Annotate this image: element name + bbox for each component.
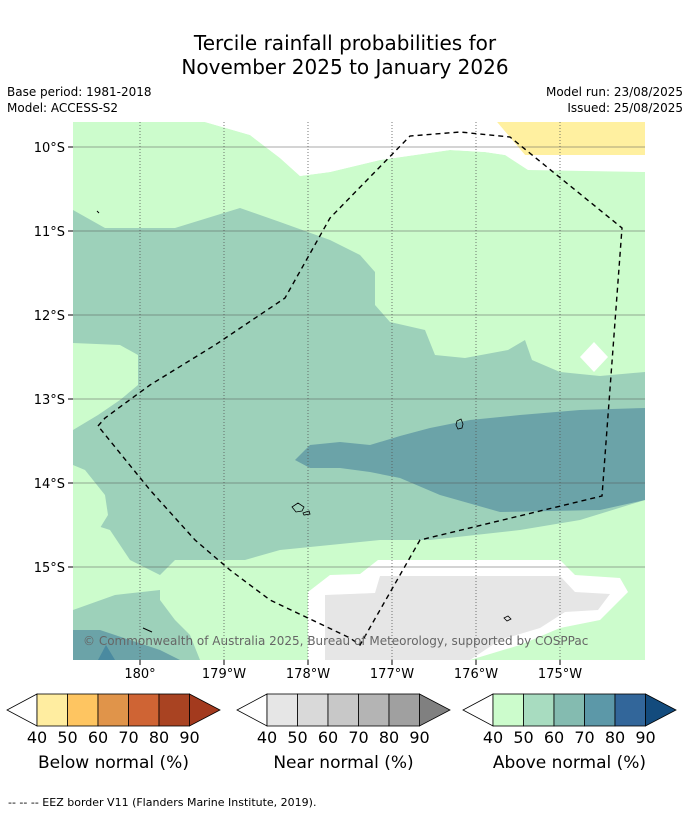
above-normal-60-region <box>295 408 645 512</box>
near-normal-40-region <box>325 576 610 660</box>
above-normal-70-southwest-region <box>98 645 115 660</box>
lon-label: 179°W <box>202 667 246 682</box>
white-top-patch <box>205 122 525 176</box>
model-name-text: Model: ACCESS-S2 <box>7 101 119 115</box>
colorbar-above-title: Above normal (%) <box>492 753 647 773</box>
island-east <box>455 418 464 430</box>
lat-label: 10°S <box>34 141 65 156</box>
cb-tick: 40 <box>483 728 503 747</box>
lon-label: 177°W <box>370 667 414 682</box>
colorbar-below <box>6 693 221 727</box>
cb-tick: 50 <box>513 728 533 747</box>
lon-labels: 180° 179°W 178°W 177°W 176°W 175°W <box>124 667 582 682</box>
eez-border <box>97 131 623 647</box>
colorbar-below-title: Below normal (%) <box>38 753 189 773</box>
cb-tick: 50 <box>287 728 307 747</box>
cb-tick: 80 <box>379 728 399 747</box>
lon-label: 178°W <box>286 667 330 682</box>
cb-tick: 50 <box>57 728 77 747</box>
lon-label: 175°W <box>538 667 582 682</box>
map-title-line2: November 2025 to January 2026 <box>181 55 509 79</box>
model-run-text: Model run: 23/08/2025 <box>545 85 683 99</box>
colorbar-near <box>236 693 451 727</box>
cb-tick: 70 <box>348 728 368 747</box>
issued-date-text: Issued: 25/08/2025 <box>567 101 683 115</box>
cb-tick: 90 <box>179 728 199 747</box>
cb-tick: 80 <box>149 728 169 747</box>
lat-gridlines <box>73 146 645 568</box>
map-title-line1: Tercile rainfall probabilities for <box>193 31 497 55</box>
cb-tick: 60 <box>88 728 108 747</box>
lat-label: 14°S <box>34 477 65 492</box>
lat-label: 13°S <box>34 393 65 408</box>
colorbar-above <box>462 693 677 727</box>
cb-tick: 40 <box>27 728 47 747</box>
lon-label: 176°W <box>454 667 498 682</box>
island-south <box>503 615 512 622</box>
colorbar-above-ticks: 40 50 60 70 80 90 <box>483 728 656 747</box>
cb-tick: 80 <box>605 728 625 747</box>
no-data-diamond <box>580 342 608 372</box>
colorbar-near-title: Near normal (%) <box>273 753 414 773</box>
colorbar-near-ticks: 40 50 60 70 80 90 <box>257 728 430 747</box>
cb-tick: 90 <box>409 728 429 747</box>
cb-tick: 60 <box>318 728 338 747</box>
island-southwest <box>142 627 153 633</box>
copyright-text: © Commonwealth of Australia 2025, Bureau… <box>83 634 588 648</box>
lat-label: 12°S <box>34 309 65 324</box>
lat-labels: 10°S 11°S 12°S 13°S 14°S 15°S <box>34 141 65 576</box>
cb-tick: 70 <box>574 728 594 747</box>
axis-ticks <box>68 146 561 665</box>
island-west <box>291 502 311 516</box>
cb-tick: 60 <box>544 728 564 747</box>
eez-footnote: -- -- -- EEZ border V11 (Flanders Marine… <box>8 796 317 809</box>
above-normal-60-southwest-region <box>73 630 180 660</box>
lat-label: 15°S <box>34 561 65 576</box>
lat-label: 11°S <box>34 225 65 240</box>
cb-tick: 40 <box>257 728 277 747</box>
above-normal-40-south-region <box>73 465 108 528</box>
colorbar-below-ticks: 40 50 60 70 80 90 <box>27 728 200 747</box>
cb-tick: 90 <box>635 728 655 747</box>
island-northwest <box>96 210 100 214</box>
base-period-text: Base period: 1981-2018 <box>7 85 152 99</box>
lon-label: 180° <box>124 667 155 682</box>
map-area <box>73 122 645 660</box>
cb-tick: 70 <box>118 728 138 747</box>
